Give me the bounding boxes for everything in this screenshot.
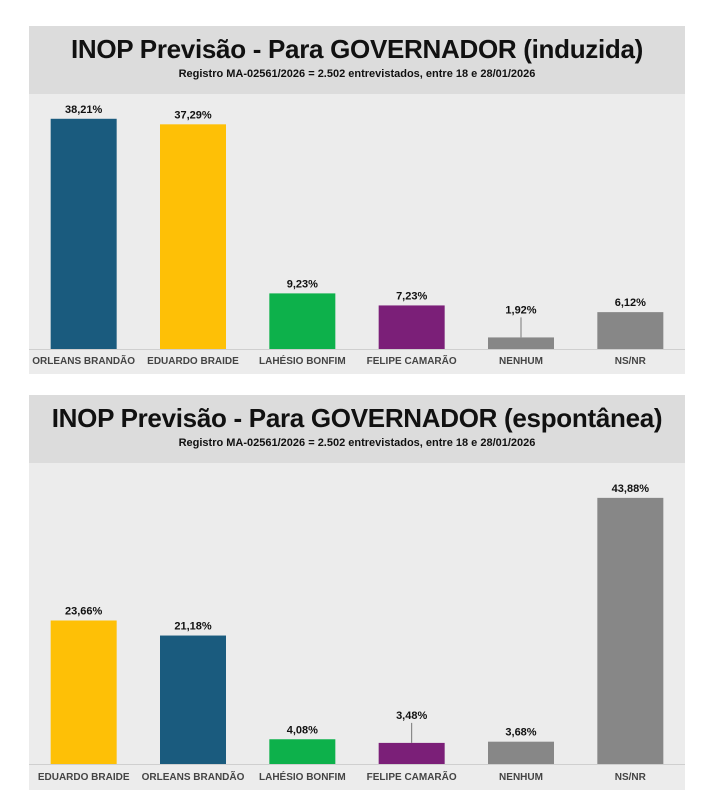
bar (160, 635, 226, 764)
chart-header: INOP Previsão - Para GOVERNADOR (espontâ… (29, 395, 685, 463)
bar (378, 742, 445, 764)
bar (50, 118, 117, 349)
bar (269, 739, 336, 764)
category-label: NS/NR (615, 772, 647, 783)
bar (269, 293, 336, 349)
bar (160, 124, 226, 349)
category-label: ORLEANS BRANDÃO (32, 354, 135, 367)
bar-value-label: 3,68% (505, 727, 536, 739)
bar-value-label: 1,92% (505, 304, 536, 316)
bar-value-label: 38,21% (65, 104, 103, 116)
chart-subtitle: Registro MA-02561/2026 = 2.502 entrevist… (178, 68, 536, 80)
bar-value-label: 9,23% (287, 278, 318, 290)
bar-value-label: 37,29% (174, 109, 212, 121)
bar (488, 337, 554, 349)
category-label: EDUARDO BRAIDE (147, 356, 239, 367)
bar (378, 305, 445, 349)
bar-value-label: 43,88% (612, 483, 650, 495)
chart-title: INOP Previsão - Para GOVERNADOR (induzid… (70, 34, 644, 64)
chart-panel-espontanea: INOP Previsão - Para GOVERNADOR (espontâ… (29, 395, 685, 790)
bar (597, 312, 664, 349)
category-label: EDUARDO BRAIDE (38, 772, 130, 783)
category-label: LAHÉSIO BONFIM (259, 770, 346, 783)
category-label: NENHUM (499, 356, 543, 367)
bar (488, 741, 554, 764)
chart-header: INOP Previsão - Para GOVERNADOR (induzid… (29, 26, 685, 94)
chart-panel-induzida: INOP Previsão - Para GOVERNADOR (induzid… (29, 26, 685, 374)
category-label: FELIPE CAMARÃO (367, 354, 457, 367)
category-label: NS/NR (615, 356, 647, 367)
bar-value-label: 4,08% (287, 724, 318, 736)
category-label: LAHÉSIO BONFIM (259, 354, 346, 367)
bar-value-label: 3,48% (396, 710, 427, 722)
bar (50, 620, 117, 764)
bar-value-label: 7,23% (396, 290, 427, 302)
bar-value-label: 23,66% (65, 605, 103, 617)
category-label: ORLEANS BRANDÃO (142, 770, 245, 783)
chart-subtitle: Registro MA-02561/2026 = 2.502 entrevist… (178, 437, 536, 449)
bar-chart-induzida: 38,21% ORLEANS BRANDÃO 37,29% EDUARDO BRAID… (29, 104, 685, 367)
bar-chart-espontanea: 23,66% EDUARDO BRAIDE 21,18% ORLEANS BRANDÃ… (29, 483, 685, 783)
bar-value-label: 21,18% (174, 621, 212, 633)
category-label: FELIPE CAMARÃO (367, 770, 457, 783)
bar (597, 497, 664, 764)
category-label: NENHUM (499, 772, 543, 783)
chart-title: INOP Previsão - Para GOVERNADOR (espontâ… (51, 403, 663, 433)
bar-value-label: 6,12% (615, 297, 646, 309)
